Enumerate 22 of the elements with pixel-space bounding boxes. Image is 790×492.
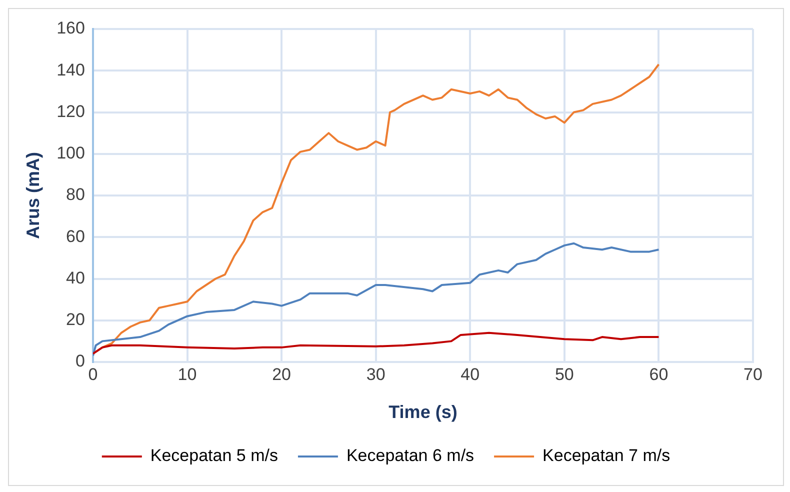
- legend-label: Kecepatan 5 m/s: [150, 446, 278, 466]
- y-tick-label: 100: [56, 144, 85, 163]
- x-tick-label: 10: [178, 364, 197, 384]
- y-tick-label: 60: [66, 226, 85, 246]
- y-tick-label: 160: [56, 18, 85, 38]
- x-tick-label: 40: [460, 364, 480, 384]
- x-tick-label: 50: [554, 364, 574, 384]
- legend-label: Kecepatan 6 m/s: [346, 446, 474, 466]
- x-axis-title: Time (s): [388, 402, 458, 422]
- y-tick-label: 140: [56, 60, 85, 80]
- x-tick-label: 20: [272, 364, 292, 384]
- x-tick-label: 70: [744, 364, 762, 384]
- y-tick-label: 20: [66, 310, 85, 330]
- y-tick-label: 120: [56, 102, 85, 121]
- y-tick-label: 0: [75, 352, 85, 371]
- x-tick-label: 30: [366, 364, 386, 384]
- legend-label: Kecepatan 7 m/s: [542, 446, 670, 466]
- x-tick-label: 0: [88, 364, 98, 384]
- y-axis-title: Arus (mA): [22, 152, 43, 240]
- x-tick-label: 60: [649, 364, 668, 384]
- y-tick-label: 80: [66, 185, 85, 204]
- y-tick-label: 40: [66, 268, 85, 288]
